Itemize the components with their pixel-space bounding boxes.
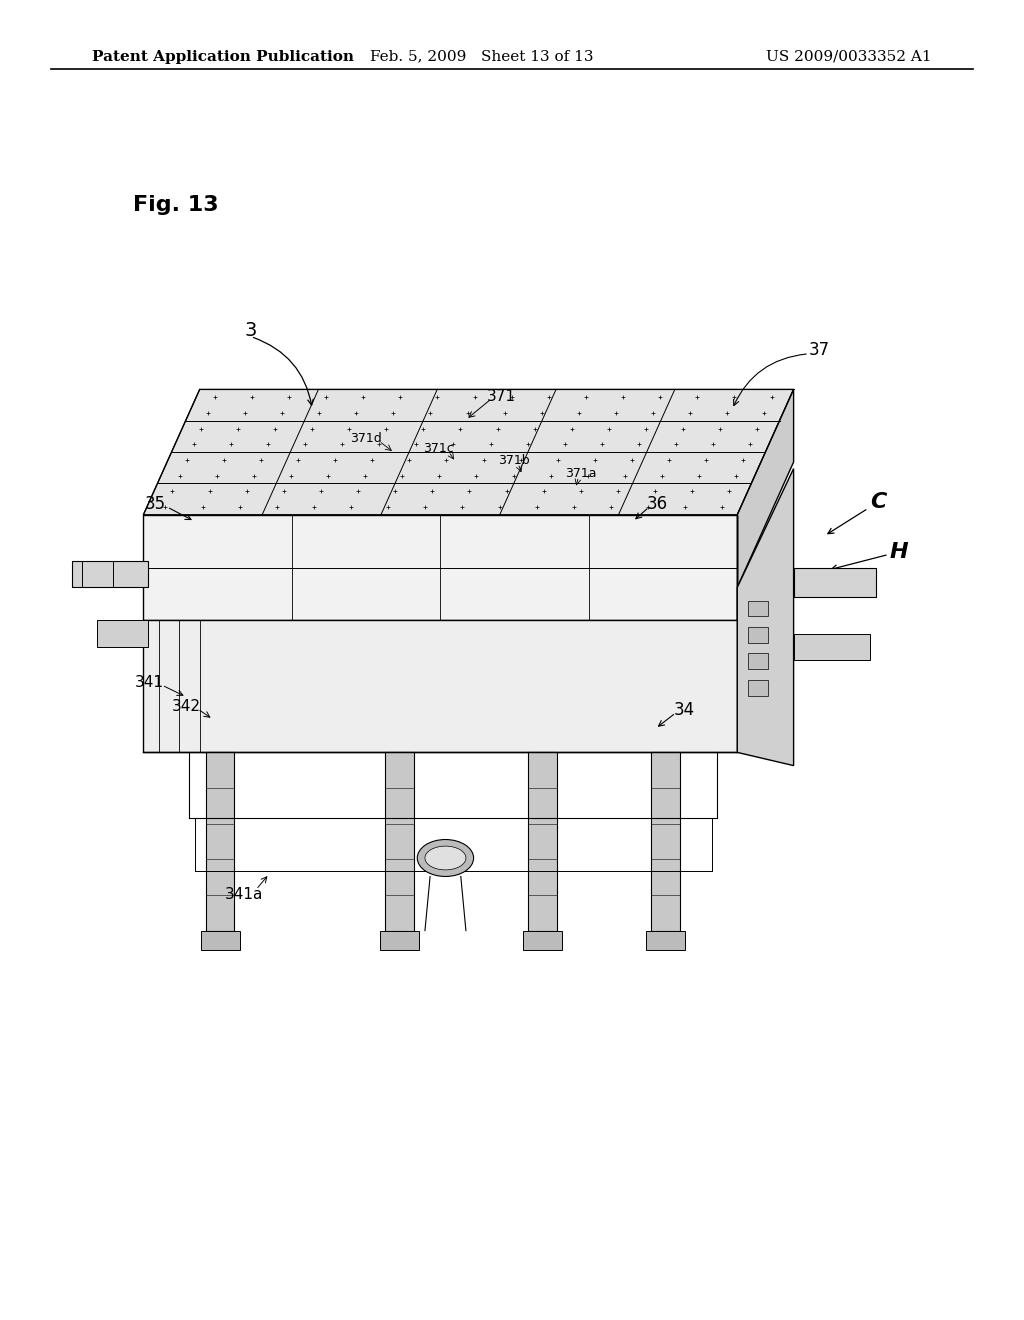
Polygon shape: [72, 561, 148, 587]
Text: H: H: [890, 541, 908, 562]
Text: 35: 35: [145, 495, 166, 513]
Polygon shape: [748, 653, 768, 669]
Text: 3: 3: [245, 321, 257, 339]
Text: 371a: 371a: [565, 467, 596, 480]
Text: 371b: 371b: [499, 454, 529, 467]
Ellipse shape: [418, 840, 473, 876]
Text: Fig. 13: Fig. 13: [133, 194, 219, 215]
Polygon shape: [143, 620, 737, 752]
Polygon shape: [143, 389, 794, 515]
Polygon shape: [748, 627, 768, 643]
Polygon shape: [651, 752, 680, 931]
Polygon shape: [748, 601, 768, 616]
Text: 341a: 341a: [224, 887, 263, 903]
Polygon shape: [528, 752, 557, 931]
Text: 37: 37: [809, 341, 829, 359]
Text: Patent Application Publication: Patent Application Publication: [92, 50, 354, 63]
Text: Feb. 5, 2009   Sheet 13 of 13: Feb. 5, 2009 Sheet 13 of 13: [370, 50, 593, 63]
Text: C: C: [870, 491, 887, 512]
Polygon shape: [794, 634, 870, 660]
Polygon shape: [206, 752, 234, 931]
Polygon shape: [737, 469, 794, 766]
Text: 34: 34: [674, 701, 694, 719]
Polygon shape: [646, 931, 685, 950]
Polygon shape: [748, 680, 768, 696]
Ellipse shape: [425, 846, 466, 870]
Text: 36: 36: [647, 495, 668, 513]
Polygon shape: [380, 931, 419, 950]
Text: 371: 371: [487, 388, 516, 404]
Polygon shape: [794, 568, 876, 597]
Polygon shape: [201, 931, 240, 950]
Text: 341: 341: [135, 675, 164, 690]
Polygon shape: [737, 389, 794, 587]
Text: 371c: 371c: [423, 442, 454, 455]
Polygon shape: [97, 620, 148, 647]
Polygon shape: [523, 931, 562, 950]
Text: US 2009/0033352 A1: US 2009/0033352 A1: [766, 50, 932, 63]
Text: 371d: 371d: [349, 432, 382, 445]
Polygon shape: [385, 752, 414, 931]
Text: 342: 342: [172, 698, 201, 714]
Polygon shape: [143, 515, 737, 620]
